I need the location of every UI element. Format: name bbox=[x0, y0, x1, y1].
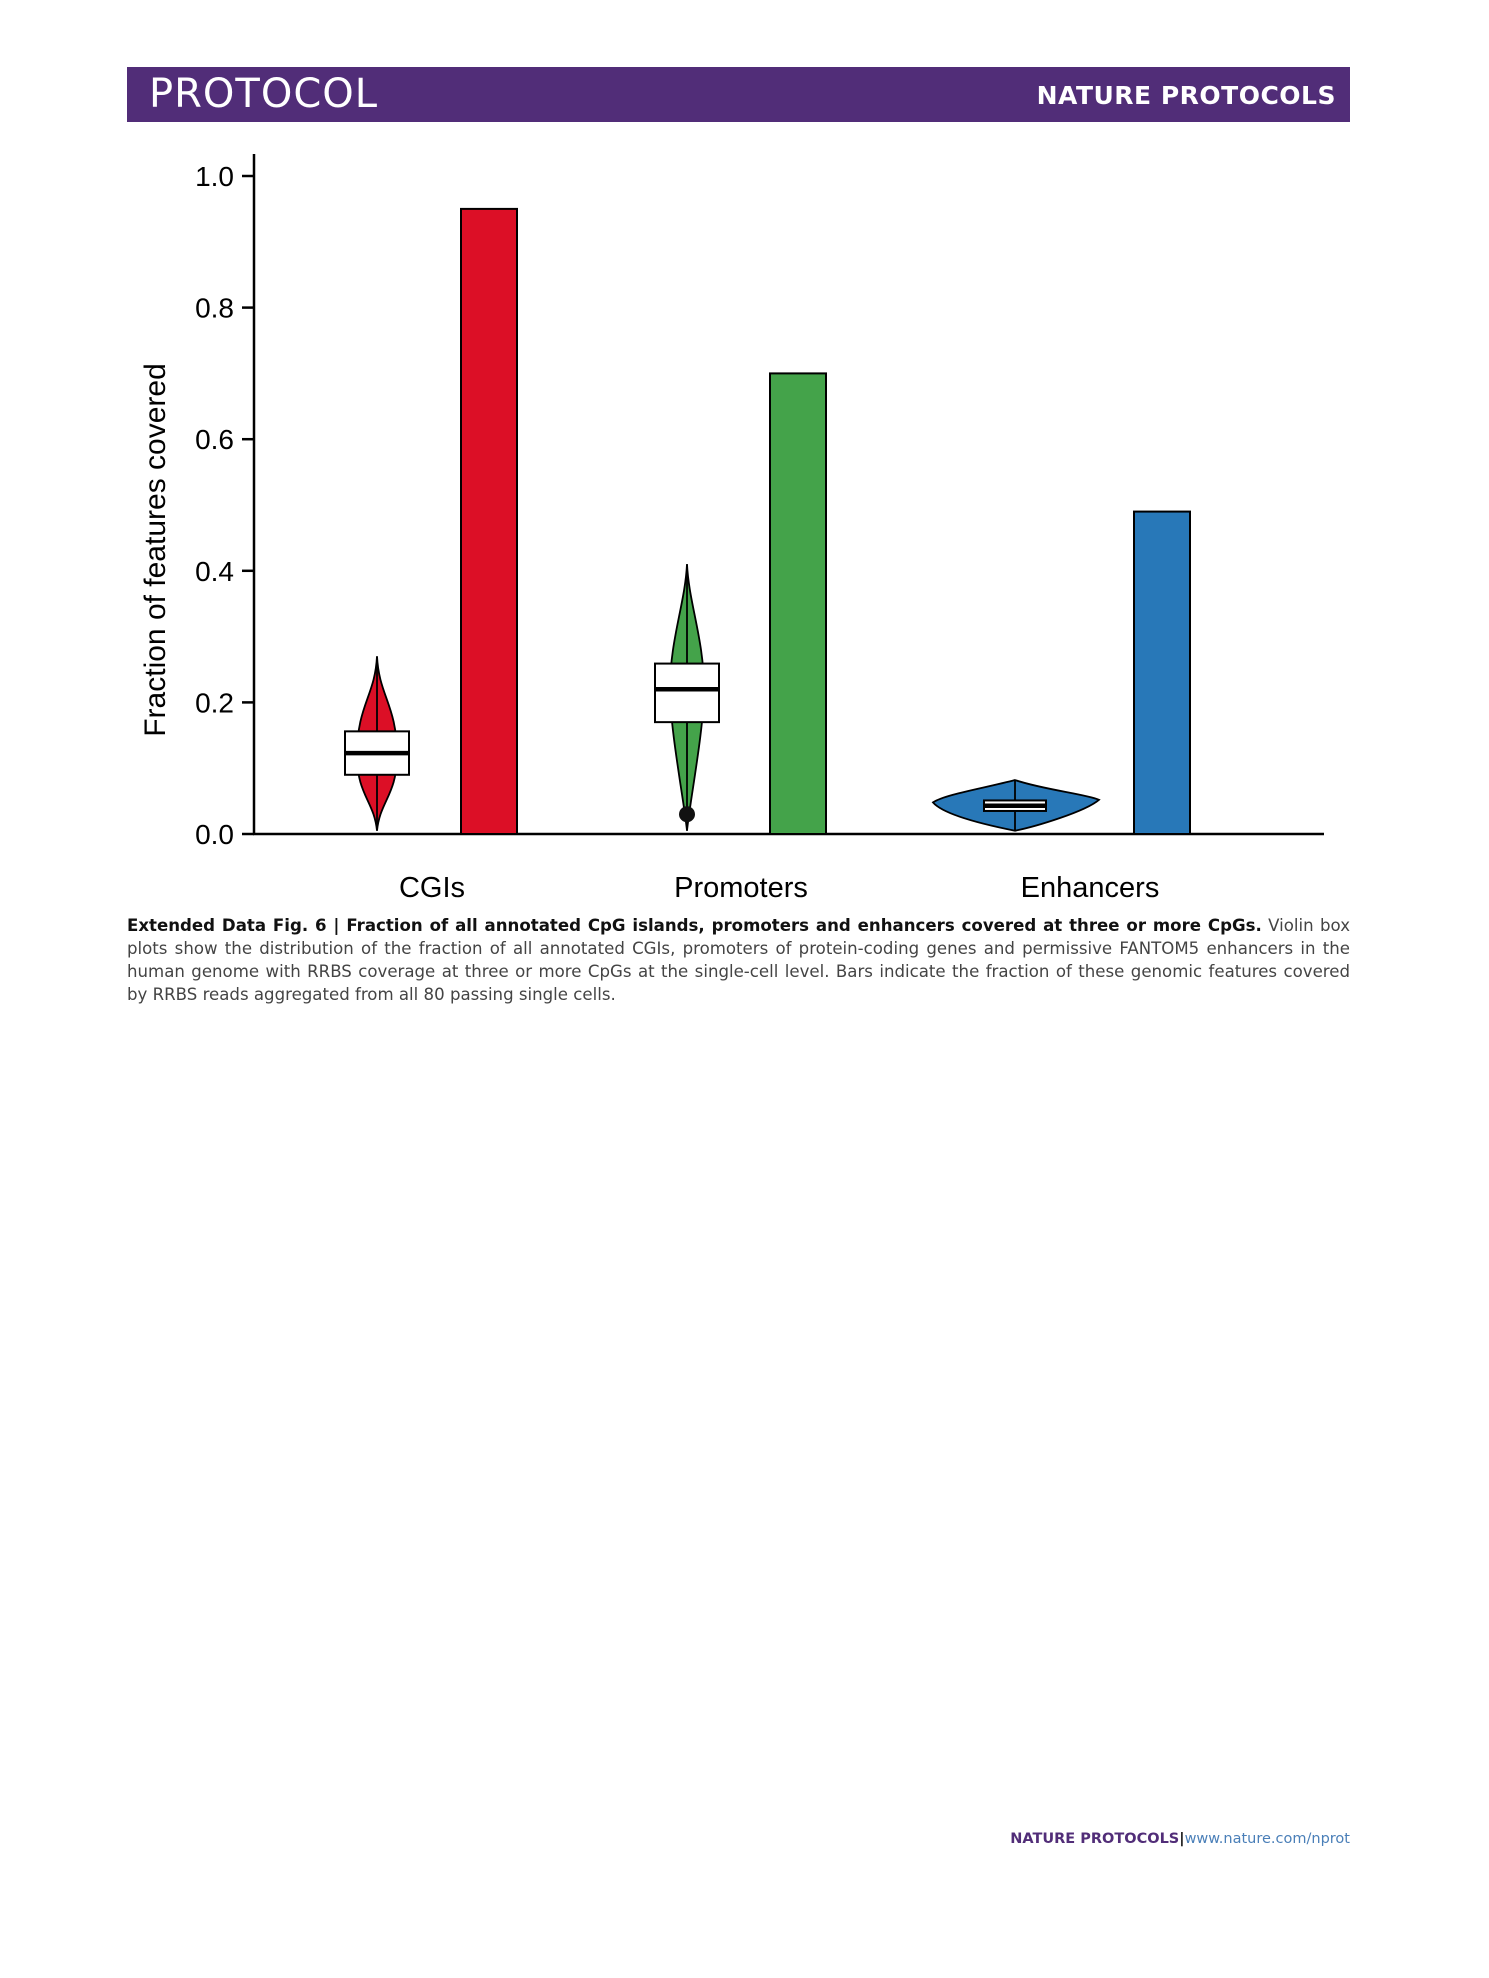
journal-label: NATURE PROTOCOLS bbox=[1036, 81, 1336, 110]
x-tick-label: Enhancers bbox=[1021, 872, 1160, 904]
y-axis-label: Fraction of features covered bbox=[139, 363, 172, 737]
bars bbox=[460, 207, 1191, 835]
y-tick-label: 0.6 bbox=[195, 424, 234, 455]
violin-cgis bbox=[344, 656, 410, 831]
bar-cgis bbox=[460, 207, 518, 835]
page-footer: NATURE PROTOCOLS|www.nature.com/nprot bbox=[1010, 1831, 1350, 1847]
footer-url[interactable]: www.nature.com/nprot bbox=[1184, 1831, 1350, 1847]
figure-caption: Extended Data Fig. 6 | Fraction of all a… bbox=[127, 914, 1350, 1006]
y-tick-label: 0.8 bbox=[195, 293, 234, 324]
bar-promoters bbox=[769, 372, 827, 835]
bar-enhancers bbox=[1133, 510, 1191, 835]
y-tick-label: 0.0 bbox=[195, 819, 234, 850]
box-iqr bbox=[654, 662, 720, 724]
x-tick-labels: CGIs Promoters Enhancers bbox=[399, 872, 1159, 904]
violin-promoters bbox=[654, 564, 720, 831]
footer-journal: NATURE PROTOCOLS bbox=[1010, 1831, 1180, 1847]
outlier-point bbox=[679, 806, 695, 823]
x-tick-label: CGIs bbox=[399, 872, 465, 904]
y-ticks: 0.0 0.2 0.4 0.6 0.8 1.0 bbox=[195, 161, 254, 850]
figure: 0.0 0.2 0.4 0.6 0.8 1.0 Fraction of features … bbox=[127, 140, 1350, 910]
y-tick-label: 0.4 bbox=[195, 556, 234, 587]
violin-bar-chart: 0.0 0.2 0.4 0.6 0.8 1.0 Fraction of features … bbox=[139, 154, 1324, 904]
y-tick-label: 1.0 bbox=[195, 161, 234, 192]
y-tick-label: 0.2 bbox=[195, 687, 234, 718]
violins bbox=[344, 564, 1101, 832]
x-tick-label: Promoters bbox=[674, 872, 808, 904]
caption-label: Extended Data Fig. 6 | Fraction of all a… bbox=[127, 916, 1262, 935]
violin-enhancers bbox=[931, 779, 1101, 832]
section-label: PROTOCOL bbox=[149, 71, 379, 117]
caption-text: Violin box plots show the distribution o… bbox=[127, 916, 1351, 1004]
footer-separator: | bbox=[1179, 1831, 1185, 1847]
page-header: PROTOCOL NATURE PROTOCOLS bbox=[127, 67, 1350, 122]
